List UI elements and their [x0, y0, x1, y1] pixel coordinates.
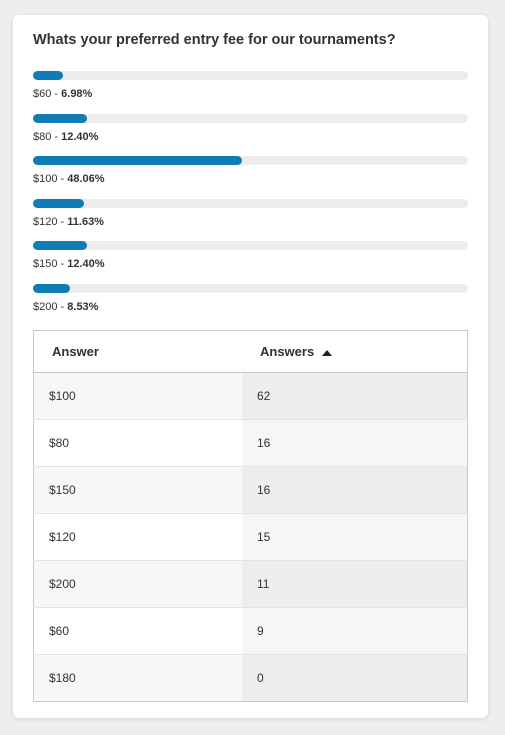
option-name: $150 — [33, 258, 58, 271]
option-percent: 8.53% — [67, 301, 99, 313]
header-text: Answer — [52, 344, 99, 359]
table-row: $60 9 — [33, 607, 468, 655]
option-label: $150 - 12.40% — [33, 258, 105, 270]
bar — [33, 71, 64, 80]
table-cell: 62 — [242, 372, 468, 420]
header-cell[interactable]: Answers — [242, 330, 468, 373]
bar-track — [33, 71, 468, 80]
table-cell: $200 — [33, 560, 242, 608]
table-cell: 11 — [242, 560, 468, 608]
option-name: $80 — [33, 130, 52, 143]
separator: - — [57, 301, 68, 313]
header-text: Answers — [260, 344, 315, 359]
option-name: $120 — [33, 215, 58, 228]
bar — [33, 241, 87, 251]
table-cell: $60 — [33, 607, 242, 655]
bar — [33, 198, 84, 208]
option-name: $60 — [33, 88, 52, 100]
bar — [33, 113, 87, 123]
table-body: $100 62 $80 16 $150 16 $120 15 $200 11 $60 9 $180 0 — [33, 372, 468, 702]
bar — [33, 284, 71, 293]
table-cell: $100 — [33, 372, 242, 420]
results-table: Answer Answers $100 62 $80 16 $150 16 $120 15 $2… — [33, 330, 468, 702]
table-cell: 16 — [242, 466, 468, 514]
poll-title: Whats your preferred entry fee for our t… — [33, 32, 396, 48]
table-cell: $80 — [33, 419, 242, 467]
bar-track — [33, 113, 468, 123]
table-row: $100 62 — [33, 372, 468, 420]
option-label: $60 - 6.98% — [33, 88, 92, 100]
table-row: $150 16 — [33, 466, 468, 514]
separator: - — [51, 130, 62, 143]
option-percent: 12.40% — [67, 258, 105, 271]
table-row: $120 15 — [33, 513, 468, 561]
header-row: Answer Answers — [33, 330, 468, 373]
table-cell: $180 — [33, 654, 242, 702]
option-percent: 48.06% — [67, 173, 105, 186]
option-percent: 11.63% — [67, 215, 104, 228]
table-row: $200 11 — [33, 560, 468, 608]
bar-track — [33, 284, 468, 293]
option-percent: 12.40% — [61, 130, 99, 143]
option-name: $200 — [33, 301, 58, 313]
table-cell: 0 — [242, 654, 468, 702]
bar-track — [33, 156, 468, 166]
option-label: $80 - 12.40% — [33, 131, 98, 143]
header-cell[interactable]: Answer — [33, 330, 242, 373]
bar-track — [33, 198, 468, 208]
separator: - — [51, 88, 62, 100]
table-cell: $120 — [33, 513, 242, 561]
separator: - — [57, 173, 68, 186]
table-cell: 16 — [242, 419, 468, 467]
sort-icon — [322, 349, 333, 356]
option-percent: 6.98% — [61, 88, 93, 100]
option-name: $100 — [33, 173, 58, 186]
bar-track — [33, 241, 468, 251]
table-cell: 15 — [242, 513, 468, 561]
table-cell: $150 — [33, 466, 242, 514]
option-label: $120 - 11.63% — [33, 216, 104, 228]
separator: - — [57, 258, 68, 271]
table-row: $80 16 — [33, 419, 468, 467]
separator: - — [57, 215, 68, 228]
table-cell: 9 — [242, 607, 468, 655]
option-label: $200 - 8.53% — [33, 301, 98, 313]
option-label: $100 - 48.06% — [33, 173, 105, 185]
bar — [33, 156, 243, 166]
table-row: $180 0 — [33, 654, 468, 702]
